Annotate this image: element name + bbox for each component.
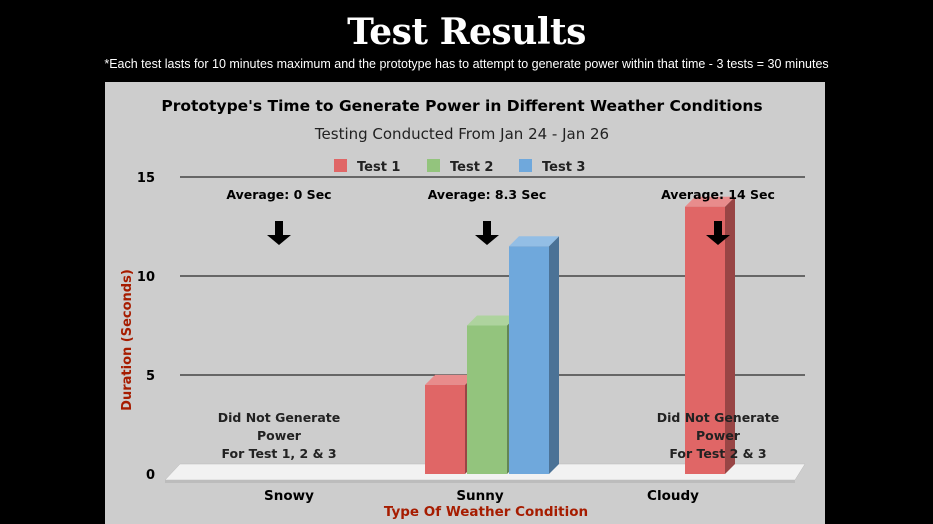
no-power-note-line: Power — [257, 428, 302, 443]
y-tick-15: 15 — [137, 171, 155, 186]
legend-label-test-1: Test 1 — [357, 160, 400, 175]
slide-title: Test Results — [347, 11, 586, 53]
y-tick-5: 5 — [146, 369, 155, 384]
bar-chart: Prototype's Time to Generate Power in Di… — [120, 97, 806, 520]
legend-label-test-3: Test 3 — [542, 160, 585, 175]
bar-sunny-test-3 — [509, 236, 559, 474]
legend-swatch-test-3 — [519, 159, 532, 172]
x-axis-label: Type Of Weather Condition — [384, 504, 588, 520]
chart-title: Prototype's Time to Generate Power in Di… — [161, 97, 762, 115]
average-label-snowy: Average: 0 Sec — [226, 187, 331, 202]
chart-panel: Prototype's Time to Generate Power in Di… — [105, 82, 825, 524]
y-tick-10: 10 — [137, 270, 155, 285]
y-tick-0: 0 — [146, 468, 155, 483]
x-tick-cloudy: Cloudy — [647, 488, 699, 504]
no-power-note-line: For Test 1, 2 & 3 — [221, 446, 336, 461]
no-power-note-line: Power — [696, 428, 741, 443]
chart-legend: Test 1 Test 2 Test 3 — [334, 159, 585, 175]
down-arrow-icon — [706, 221, 730, 245]
legend-swatch-test-1 — [334, 159, 347, 172]
y-axis-ticks: 0 5 10 15 — [137, 171, 155, 483]
annotations: Average: 0 Sec Did Not Generate Power For T… — [218, 187, 780, 461]
no-power-note-line: For Test 2 & 3 — [669, 446, 766, 461]
x-tick-sunny: Sunny — [456, 488, 504, 504]
bars — [425, 196, 735, 474]
average-label-sunny: Average: 8.3 Sec — [428, 187, 547, 202]
annotation-sunny: Average: 8.3 Sec — [428, 187, 547, 245]
slide-note: *Each test lasts for 10 minutes maximum … — [104, 57, 829, 71]
average-label-cloudy: Average: 14 Sec — [661, 187, 775, 202]
annotation-snowy: Average: 0 Sec Did Not Generate Power For T… — [218, 187, 341, 461]
legend-swatch-test-2 — [427, 159, 440, 172]
bar-cloudy-test-1 — [685, 196, 735, 474]
down-arrow-icon — [267, 221, 291, 245]
down-arrow-icon — [475, 221, 499, 245]
x-tick-snowy: Snowy — [264, 488, 314, 504]
no-power-note-line: Did Not Generate — [657, 410, 780, 425]
x-axis-ticks: Snowy Sunny Cloudy — [264, 488, 699, 504]
legend-label-test-2: Test 2 — [450, 160, 493, 175]
chart-subtitle: Testing Conducted From Jan 24 - Jan 26 — [314, 125, 609, 143]
floor-edge — [165, 480, 795, 483]
annotation-cloudy: Average: 14 Sec Did Not Generate Power For … — [657, 187, 780, 461]
y-axis-label: Duration (Seconds) — [120, 269, 135, 411]
no-power-note-line: Did Not Generate — [218, 410, 341, 425]
